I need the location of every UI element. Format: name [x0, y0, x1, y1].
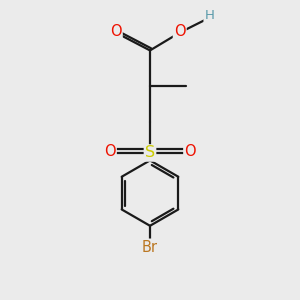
Text: Br: Br [142, 240, 158, 255]
Text: O: O [174, 24, 185, 39]
Text: H: H [205, 9, 214, 22]
Text: O: O [184, 144, 196, 159]
Text: O: O [110, 24, 122, 39]
Text: O: O [104, 144, 116, 159]
Text: S: S [145, 146, 155, 160]
